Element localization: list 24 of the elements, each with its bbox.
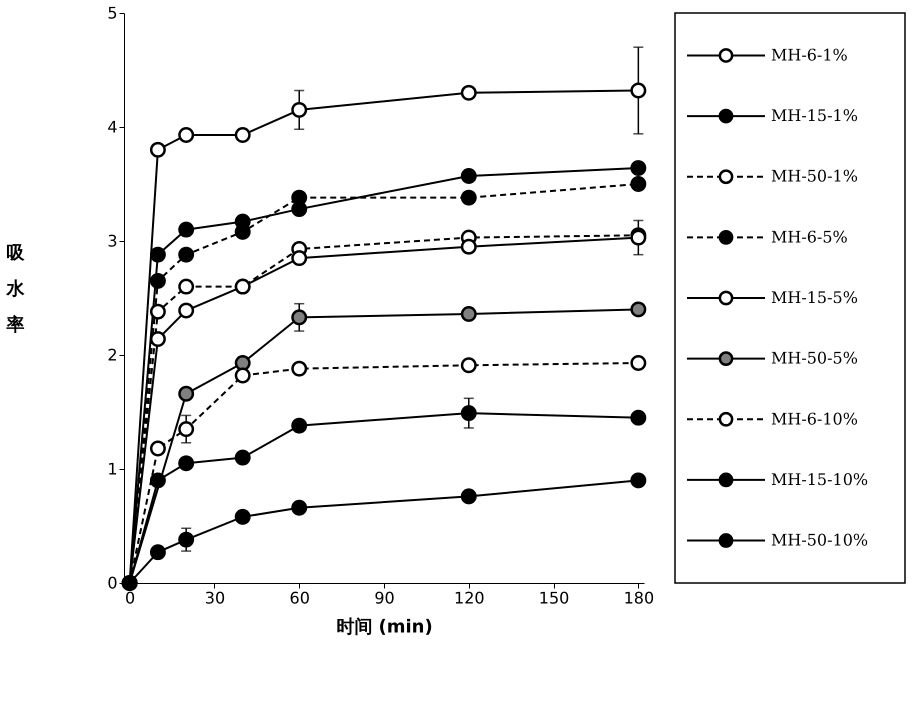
y-tick-label: 4: [107, 118, 118, 136]
x-tick-label: 120: [454, 588, 485, 608]
x-tick-label: 150: [538, 588, 570, 608]
y-tick-label: 3: [107, 232, 118, 250]
y-tick-label: 1: [107, 460, 118, 478]
legend-label: MH-15-1%: [771, 106, 858, 126]
legend-label: MH-15-10%: [771, 470, 868, 489]
x-tick-label: 180: [624, 588, 654, 608]
x-tick-label: 30: [204, 588, 226, 608]
legend-label: MH-50-5%: [771, 348, 858, 368]
legend-label: MH-50-1%: [771, 166, 858, 186]
x-tick-label: 60: [290, 588, 310, 608]
y-tick-label: 0: [107, 574, 118, 592]
legend-label: MH-6-10%: [771, 409, 858, 428]
x-axis-title: 时间 (min): [336, 616, 433, 638]
legend-label: MH-50-10%: [771, 530, 868, 550]
x-tick-label: 90: [374, 588, 395, 608]
y-tick-label: 5: [107, 4, 118, 22]
y-axis-title: 吸水率: [5, 242, 26, 336]
y-tick-label: 2: [107, 346, 118, 364]
legend-label: MH-6-1%: [771, 45, 848, 64]
x-tick-label: 0: [125, 588, 136, 608]
legend-label: MH-6-5%: [771, 227, 848, 246]
legend-label: MH-15-5%: [771, 288, 858, 307]
